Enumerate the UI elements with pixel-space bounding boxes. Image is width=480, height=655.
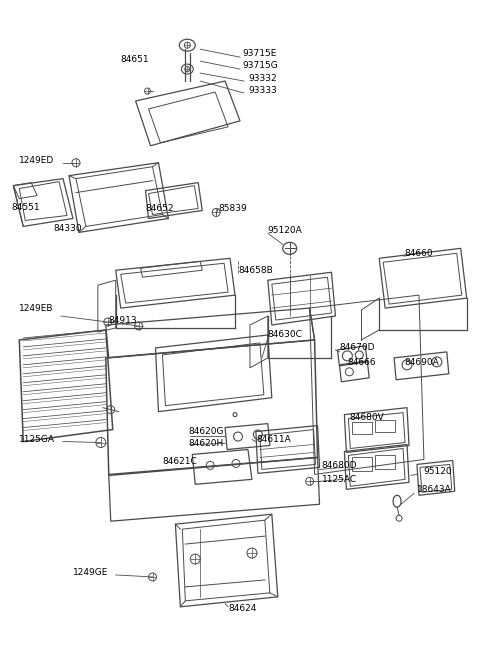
Text: 93332: 93332 [248, 73, 276, 83]
Text: 84670D: 84670D [339, 343, 375, 352]
Text: 84551: 84551 [12, 203, 40, 212]
Text: 1249GE: 1249GE [73, 569, 108, 578]
Bar [375, 420, 395, 432]
Text: 84680D: 84680D [322, 461, 357, 470]
Text: 84913: 84913 [109, 316, 137, 324]
Text: 84660: 84660 [404, 249, 432, 258]
Text: 95120: 95120 [423, 467, 452, 476]
Text: 84330: 84330 [53, 224, 82, 233]
Text: 93333: 93333 [248, 86, 276, 94]
Text: 93715G: 93715G [242, 61, 278, 69]
Text: 84620H: 84620H [188, 439, 224, 448]
Text: 1249ED: 1249ED [19, 156, 55, 165]
Bar [352, 422, 372, 434]
Text: 1125GA: 1125GA [19, 435, 55, 444]
Text: 18643A: 18643A [417, 485, 452, 494]
Text: 84651: 84651 [120, 54, 148, 64]
Text: 93715E: 93715E [242, 48, 276, 58]
Text: 84690A: 84690A [404, 358, 439, 367]
Text: 84624: 84624 [228, 605, 256, 613]
Text: 84652: 84652 [145, 204, 174, 213]
Text: 1125AC: 1125AC [322, 475, 357, 484]
Text: 84611A: 84611A [256, 435, 291, 444]
Text: 84630C: 84630C [268, 331, 303, 339]
Bar [375, 455, 395, 470]
Text: 84666: 84666 [348, 358, 376, 367]
Text: 84658B: 84658B [238, 266, 273, 274]
Text: 84620G: 84620G [188, 427, 224, 436]
Text: 95120A: 95120A [268, 226, 302, 235]
Text: 1249EB: 1249EB [19, 303, 54, 312]
Text: 85839: 85839 [218, 204, 247, 213]
Text: 84680V: 84680V [349, 413, 384, 422]
Text: 84621C: 84621C [162, 457, 197, 466]
Bar [352, 457, 372, 472]
